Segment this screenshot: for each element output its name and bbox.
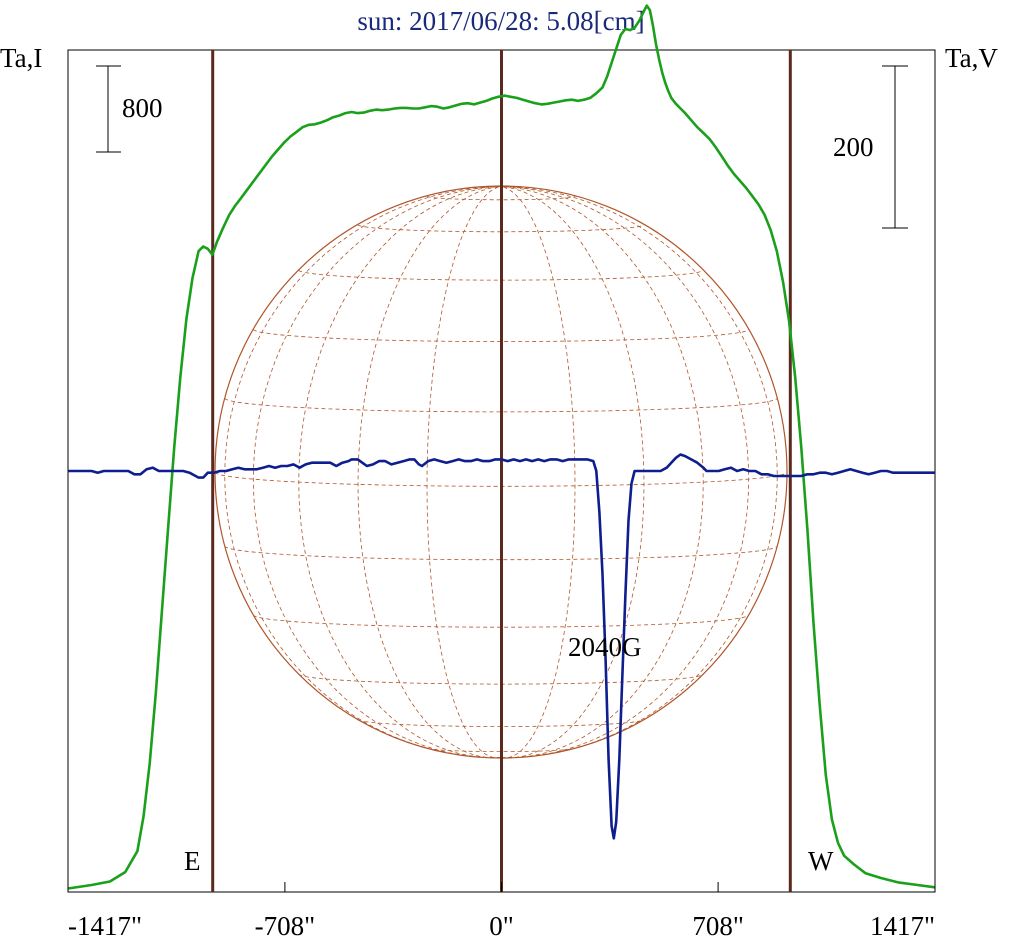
longitude-line [298,186,502,759]
left-axis-label: Ta,I [0,43,42,73]
longitude-line [224,186,502,758]
latitude-line [224,545,778,561]
x-axis-ticks: -1417" -708" 0" 708" 1417" [67,882,936,941]
longitude-line [500,186,645,759]
longitude-line [500,186,778,758]
x-tick-label: 0" [489,911,514,941]
right-axis-label: Ta,V [945,43,998,73]
longitude-line [252,186,502,758]
longitude-line [500,186,576,759]
series-line-i [67,4,936,890]
right-scale-label: 200 [833,132,874,162]
x-tick-label: -708" [255,911,316,941]
longitude-line [500,186,750,758]
chart-title: sun: 2017/06/28: 5.08[cm] [357,6,644,36]
series-layer [67,4,936,890]
left-scale-bar [96,65,121,153]
longitude-line [426,186,502,759]
longitude-line [357,186,502,759]
x-tick-label: 708" [692,911,744,941]
spot-field-annotation: 2040G [568,632,642,662]
right-scale-bar [882,65,908,229]
series-line-v [68,453,935,840]
x-tick-label: -1417" [68,911,142,941]
x-tick-label: 1417" [870,911,935,941]
reference-lines [211,50,792,892]
longitude-line [500,186,704,759]
east-label: E [184,846,201,876]
left-scale-label: 800 [122,93,163,123]
west-label: W [808,846,834,876]
